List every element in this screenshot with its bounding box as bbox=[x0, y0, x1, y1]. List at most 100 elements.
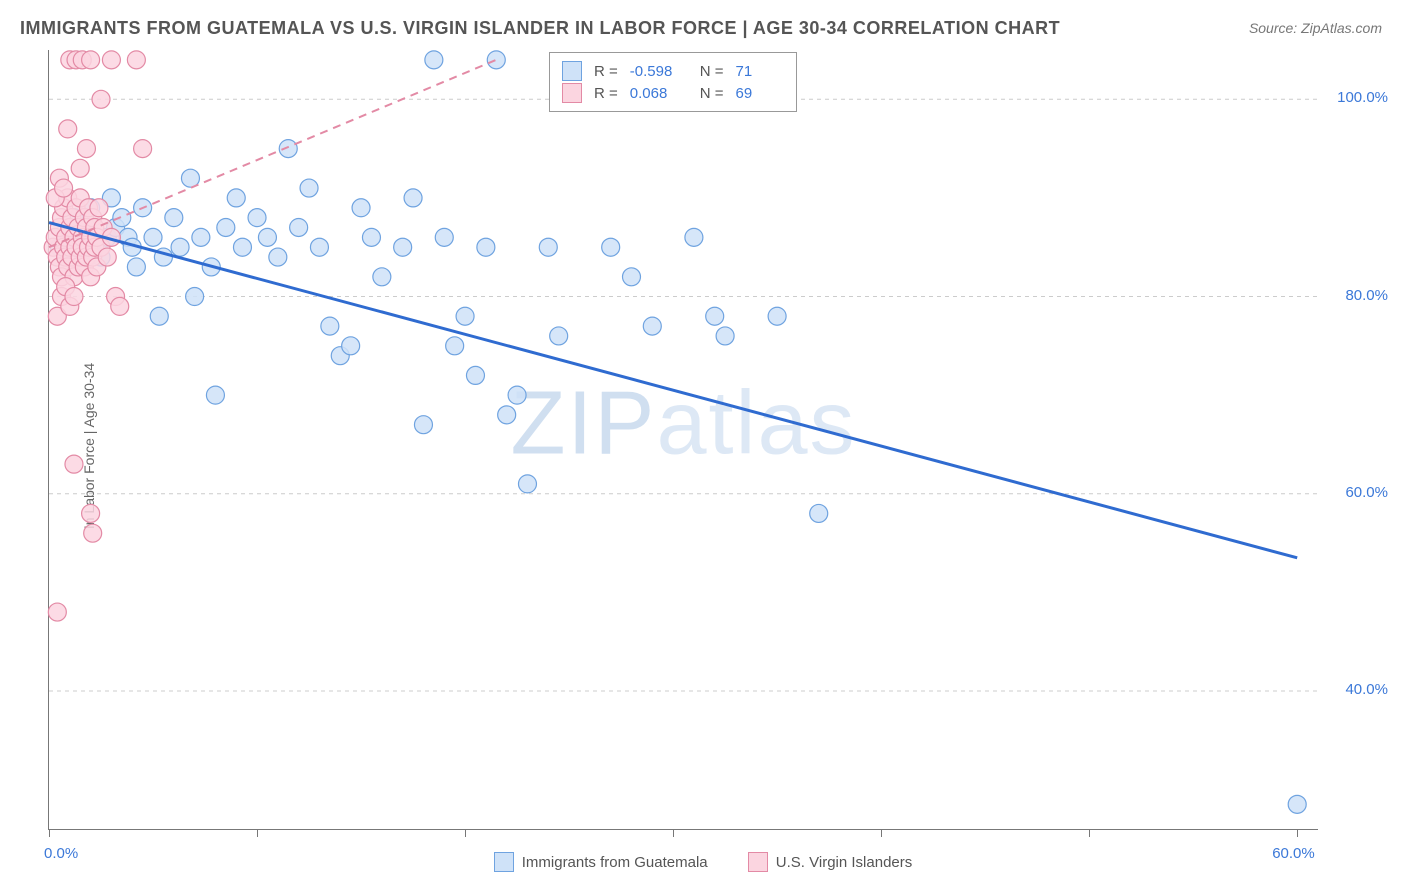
scatter-point bbox=[82, 51, 100, 69]
scatter-point bbox=[768, 307, 786, 325]
scatter-point bbox=[1288, 795, 1306, 813]
scatter-point bbox=[127, 258, 145, 276]
scatter-point bbox=[144, 228, 162, 246]
legend-n-value: 71 bbox=[736, 63, 784, 80]
scatter-point bbox=[127, 51, 145, 69]
y-tick-label: 100.0% bbox=[1337, 89, 1388, 106]
scatter-point bbox=[810, 504, 828, 522]
scatter-point bbox=[342, 337, 360, 355]
scatter-point bbox=[321, 317, 339, 335]
scatter-point bbox=[539, 238, 557, 256]
scatter-point bbox=[518, 475, 536, 493]
scatter-point bbox=[227, 189, 245, 207]
scatter-point bbox=[394, 238, 412, 256]
scatter-point bbox=[622, 268, 640, 286]
scatter-point bbox=[258, 228, 276, 246]
chart-title: IMMIGRANTS FROM GUATEMALA VS U.S. VIRGIN… bbox=[20, 18, 1060, 39]
scatter-point bbox=[362, 228, 380, 246]
scatter-point bbox=[65, 288, 83, 306]
scatter-point bbox=[310, 238, 328, 256]
scatter-point bbox=[373, 268, 391, 286]
scatter-point bbox=[192, 228, 210, 246]
scatter-point bbox=[171, 238, 189, 256]
scatter-point bbox=[90, 199, 108, 217]
series-legend: Immigrants from Guatemala U.S. Virgin Is… bbox=[0, 852, 1406, 876]
x-tick bbox=[881, 829, 882, 837]
scatter-point bbox=[92, 90, 110, 108]
legend-stat-row: R =0.068N =69 bbox=[562, 83, 784, 103]
scatter-points-layer bbox=[44, 51, 1306, 813]
x-tick bbox=[1089, 829, 1090, 837]
scatter-point bbox=[716, 327, 734, 345]
trend-line bbox=[49, 223, 1297, 558]
legend-swatch bbox=[562, 61, 582, 81]
scatter-point bbox=[186, 288, 204, 306]
scatter-point bbox=[446, 337, 464, 355]
scatter-point bbox=[425, 51, 443, 69]
trend-lines-layer bbox=[49, 60, 1297, 558]
scatter-point bbox=[248, 209, 266, 227]
scatter-point bbox=[290, 218, 308, 236]
plot-svg bbox=[49, 50, 1318, 829]
scatter-point bbox=[498, 406, 516, 424]
plot-area: ZIPatlas 40.0%60.0%80.0%100.0% R =-0.598… bbox=[48, 50, 1318, 830]
scatter-point bbox=[352, 199, 370, 217]
x-tick bbox=[49, 829, 50, 837]
scatter-point bbox=[706, 307, 724, 325]
legend-label-virgin-islanders: U.S. Virgin Islanders bbox=[776, 854, 912, 871]
legend-stat-row: R = -0.598 N = 71 bbox=[562, 61, 784, 81]
scatter-point bbox=[300, 179, 318, 197]
scatter-point bbox=[456, 307, 474, 325]
scatter-point bbox=[435, 228, 453, 246]
x-tick bbox=[257, 829, 258, 837]
scatter-point bbox=[98, 248, 116, 266]
legend-r-value: 0.068 bbox=[630, 85, 678, 102]
y-tick-label: 60.0% bbox=[1345, 484, 1388, 501]
gridlines bbox=[49, 99, 1318, 691]
scatter-point bbox=[477, 238, 495, 256]
legend-swatch-virgin-islanders bbox=[748, 852, 768, 872]
legend-n-label: N = bbox=[700, 85, 724, 102]
source-attribution: Source: ZipAtlas.com bbox=[1249, 20, 1382, 36]
legend-item-virgin-islanders: U.S. Virgin Islanders bbox=[748, 852, 912, 872]
legend-swatch bbox=[562, 83, 582, 103]
y-tick-label: 80.0% bbox=[1345, 287, 1388, 304]
scatter-point bbox=[134, 140, 152, 158]
x-tick bbox=[465, 829, 466, 837]
scatter-point bbox=[602, 238, 620, 256]
x-tick bbox=[1297, 829, 1298, 837]
scatter-point bbox=[685, 228, 703, 246]
scatter-point bbox=[508, 386, 526, 404]
trend-line bbox=[49, 60, 496, 247]
scatter-point bbox=[466, 366, 484, 384]
legend-swatch-guatemala bbox=[494, 852, 514, 872]
scatter-point bbox=[71, 159, 89, 177]
legend-item-guatemala: Immigrants from Guatemala bbox=[494, 852, 708, 872]
scatter-point bbox=[55, 179, 73, 197]
scatter-point bbox=[150, 307, 168, 325]
scatter-point bbox=[217, 218, 235, 236]
scatter-point bbox=[65, 455, 83, 473]
scatter-point bbox=[269, 248, 287, 266]
scatter-point bbox=[111, 297, 129, 315]
x-tick bbox=[673, 829, 674, 837]
legend-n-label: N = bbox=[700, 63, 724, 80]
y-tick-label: 40.0% bbox=[1345, 681, 1388, 698]
scatter-point bbox=[550, 327, 568, 345]
legend-n-value: 69 bbox=[736, 85, 784, 102]
scatter-point bbox=[404, 189, 422, 207]
scatter-point bbox=[113, 209, 131, 227]
scatter-point bbox=[643, 317, 661, 335]
scatter-point bbox=[102, 51, 120, 69]
scatter-point bbox=[206, 386, 224, 404]
scatter-point bbox=[82, 504, 100, 522]
scatter-point bbox=[233, 238, 251, 256]
legend-r-value: -0.598 bbox=[630, 63, 678, 80]
scatter-point bbox=[84, 524, 102, 542]
legend-label-guatemala: Immigrants from Guatemala bbox=[522, 854, 708, 871]
scatter-point bbox=[59, 120, 77, 138]
legend-r-label: R = bbox=[594, 63, 618, 80]
chart-container: IMMIGRANTS FROM GUATEMALA VS U.S. VIRGIN… bbox=[0, 0, 1406, 892]
scatter-point bbox=[414, 416, 432, 434]
scatter-point bbox=[48, 603, 66, 621]
